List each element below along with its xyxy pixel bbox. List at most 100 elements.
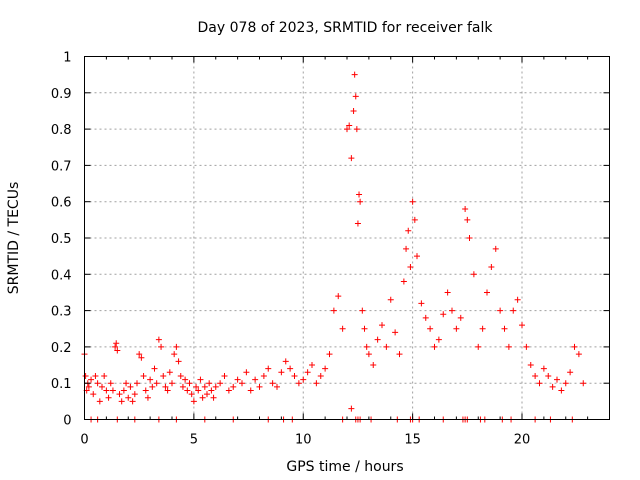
y-tick-label: 0.7 xyxy=(51,159,72,174)
data-point xyxy=(407,264,414,271)
data-point xyxy=(199,394,206,401)
data-point xyxy=(309,362,315,369)
data-point xyxy=(184,387,191,394)
data-point xyxy=(136,351,143,358)
data-point xyxy=(162,383,169,390)
data-point xyxy=(206,380,213,387)
data-point xyxy=(501,325,508,332)
data-point xyxy=(453,325,460,332)
data-point xyxy=(492,245,499,252)
x-tick-label: 0 xyxy=(80,433,88,448)
data-point xyxy=(536,380,543,387)
data-point xyxy=(567,369,574,376)
data-point xyxy=(144,394,151,401)
data-point xyxy=(239,380,245,387)
data-point xyxy=(527,362,534,369)
data-point xyxy=(422,314,429,321)
data-point xyxy=(123,380,130,387)
data-point xyxy=(444,289,451,296)
data-point xyxy=(440,311,447,318)
data-point xyxy=(230,383,237,390)
data-point xyxy=(295,380,302,387)
data-point xyxy=(532,372,539,379)
data-point xyxy=(514,296,521,303)
data-point xyxy=(155,336,162,343)
data-point xyxy=(212,383,219,390)
data-point xyxy=(300,376,307,383)
y-tick-label: 0 xyxy=(63,414,71,429)
data-point xyxy=(127,383,134,390)
x-tick-label: 15 xyxy=(404,433,421,448)
data-point xyxy=(383,343,390,350)
data-point xyxy=(409,198,416,205)
data-point xyxy=(326,351,333,358)
data-point xyxy=(540,365,547,372)
data-point xyxy=(234,376,241,383)
data-point xyxy=(411,216,418,223)
y-tick-label: 0.8 xyxy=(51,123,72,138)
data-point xyxy=(190,398,197,405)
data-point xyxy=(435,336,442,343)
data-point xyxy=(353,126,360,133)
data-point xyxy=(470,271,477,278)
data-point xyxy=(354,220,361,227)
data-point xyxy=(208,387,215,394)
data-point xyxy=(82,372,89,379)
data-point xyxy=(175,358,182,365)
data-point xyxy=(107,380,114,387)
data-point xyxy=(158,343,165,350)
data-point xyxy=(356,191,363,198)
data-point xyxy=(282,358,289,365)
y-tick-label: 0.4 xyxy=(51,268,72,283)
data-point xyxy=(497,307,504,314)
y-tick-label: 0.2 xyxy=(51,341,72,356)
data-point xyxy=(357,198,364,205)
axis-ticks: 00.10.20.30.40.50.60.70.80.910 5 10 15 20 xyxy=(51,51,610,448)
data-point xyxy=(545,372,552,379)
data-point xyxy=(418,300,425,307)
data-point xyxy=(99,383,105,390)
data-point xyxy=(193,383,200,390)
data-point xyxy=(103,387,110,394)
data-point xyxy=(348,155,355,162)
data-point xyxy=(291,372,298,379)
data-point xyxy=(265,365,272,372)
chart-title: Day 078 of 2023, SRMTID for receiver fal… xyxy=(198,20,494,36)
data-point xyxy=(88,376,95,383)
data-point xyxy=(142,387,149,394)
data-point xyxy=(114,347,121,354)
data-point xyxy=(339,325,346,332)
data-point xyxy=(188,391,195,398)
data-point xyxy=(129,398,136,405)
data-point xyxy=(379,322,385,329)
y-tick-label: 0.5 xyxy=(51,232,72,247)
data-point xyxy=(182,376,189,383)
data-point xyxy=(195,387,202,394)
data-point xyxy=(243,369,250,376)
data-point xyxy=(387,296,394,303)
data-point xyxy=(427,325,434,332)
data-point xyxy=(330,307,337,314)
data-point xyxy=(269,380,276,387)
data-point xyxy=(204,391,210,398)
data-point xyxy=(131,391,138,398)
data-point xyxy=(201,383,208,390)
data-point xyxy=(505,343,512,350)
data-point xyxy=(92,372,99,379)
data-point xyxy=(287,365,294,372)
data-point xyxy=(365,351,372,358)
data-point xyxy=(488,264,495,271)
y-tick-label: 0.6 xyxy=(51,196,72,211)
data-point xyxy=(94,380,101,387)
data-point xyxy=(217,380,224,387)
data-point xyxy=(125,394,132,401)
x-tick-label: 5 xyxy=(190,433,198,448)
data-point xyxy=(431,343,438,350)
data-point xyxy=(554,376,560,383)
data-point xyxy=(361,325,368,332)
data-point xyxy=(173,343,180,350)
data-point xyxy=(479,325,486,332)
grid-lines xyxy=(84,56,610,420)
data-point xyxy=(575,351,582,358)
